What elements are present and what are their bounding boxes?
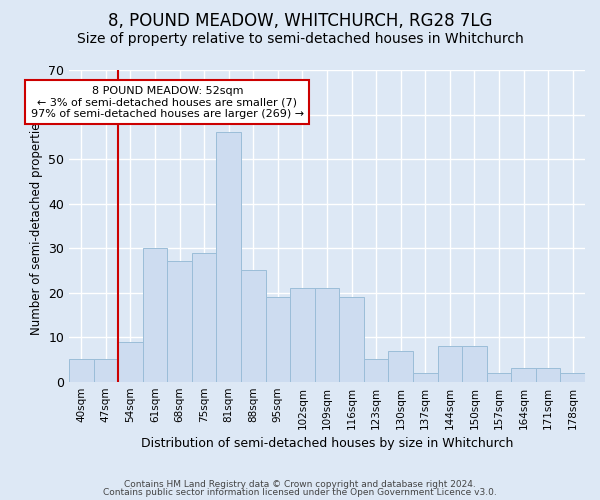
Bar: [241, 270, 266, 382]
Bar: [143, 248, 167, 382]
Bar: [167, 262, 192, 382]
Bar: [437, 346, 462, 382]
Bar: [364, 360, 388, 382]
Bar: [462, 346, 487, 382]
Bar: [388, 350, 413, 382]
Text: 8 POUND MEADOW: 52sqm
← 3% of semi-detached houses are smaller (7)
97% of semi-d: 8 POUND MEADOW: 52sqm ← 3% of semi-detac…: [31, 86, 304, 119]
X-axis label: Distribution of semi-detached houses by size in Whitchurch: Distribution of semi-detached houses by …: [141, 437, 513, 450]
Bar: [560, 373, 585, 382]
Bar: [192, 252, 217, 382]
Bar: [339, 297, 364, 382]
Bar: [315, 288, 339, 382]
Bar: [94, 360, 118, 382]
Bar: [266, 297, 290, 382]
Bar: [487, 373, 511, 382]
Bar: [536, 368, 560, 382]
Text: Contains HM Land Registry data © Crown copyright and database right 2024.: Contains HM Land Registry data © Crown c…: [124, 480, 476, 489]
Text: 8, POUND MEADOW, WHITCHURCH, RG28 7LG: 8, POUND MEADOW, WHITCHURCH, RG28 7LG: [108, 12, 492, 30]
Bar: [290, 288, 315, 382]
Bar: [413, 373, 437, 382]
Bar: [69, 360, 94, 382]
Bar: [217, 132, 241, 382]
Bar: [511, 368, 536, 382]
Bar: [118, 342, 143, 382]
Text: Contains public sector information licensed under the Open Government Licence v3: Contains public sector information licen…: [103, 488, 497, 497]
Text: Size of property relative to semi-detached houses in Whitchurch: Size of property relative to semi-detach…: [77, 32, 523, 46]
Y-axis label: Number of semi-detached properties: Number of semi-detached properties: [29, 116, 43, 335]
